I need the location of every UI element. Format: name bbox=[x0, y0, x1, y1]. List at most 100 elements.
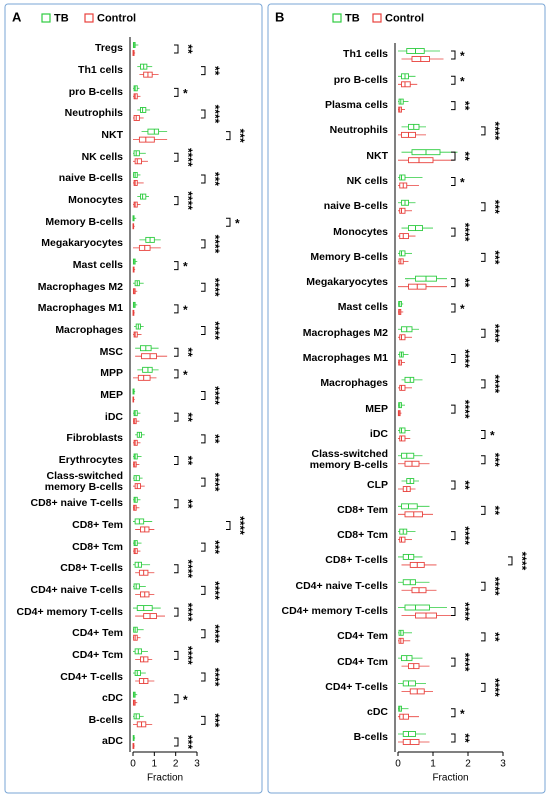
box bbox=[399, 384, 406, 391]
box bbox=[402, 739, 420, 745]
significance-label: * bbox=[183, 693, 188, 707]
bracket bbox=[174, 499, 179, 509]
x-axis-label: Fraction bbox=[432, 773, 468, 784]
bracket bbox=[451, 50, 456, 60]
bracket bbox=[174, 196, 179, 206]
bracket bbox=[451, 176, 456, 186]
significance-label: * bbox=[235, 216, 240, 230]
category-label-box: CD4+ T-cells bbox=[325, 681, 388, 692]
category-label: CD8+ Tem bbox=[72, 518, 123, 531]
bracket bbox=[451, 531, 456, 541]
bracket bbox=[451, 733, 456, 743]
category-label: B-cells bbox=[88, 713, 123, 726]
box bbox=[136, 605, 153, 612]
category-label: Mast cells bbox=[337, 301, 388, 314]
box bbox=[134, 158, 142, 165]
legend-swatch bbox=[84, 13, 94, 23]
category-label-box: pro B-cells bbox=[333, 73, 388, 86]
category-label: CD8+ Tem bbox=[337, 503, 388, 516]
category-label: CD8+ T-cells bbox=[325, 554, 388, 567]
significance-label: **** bbox=[233, 516, 247, 535]
x-tick-label: 2 bbox=[465, 759, 471, 770]
significance-label: **** bbox=[208, 321, 222, 340]
x-axis-label: Fraction bbox=[147, 773, 183, 784]
significance-label: * bbox=[490, 429, 495, 443]
category-label-box: CD8+ T-cells bbox=[325, 554, 388, 567]
category-label-box: Th1 cells bbox=[343, 49, 388, 60]
category-label: Macrophages M2 bbox=[302, 326, 388, 339]
category-label-box: MEP bbox=[100, 389, 123, 400]
significance-label: ** bbox=[458, 101, 472, 111]
box bbox=[404, 604, 430, 611]
bracket bbox=[481, 581, 486, 591]
category-label: Fibroblasts bbox=[66, 432, 123, 445]
box bbox=[401, 503, 418, 510]
box bbox=[142, 366, 153, 373]
category-label-box: CLP bbox=[367, 479, 388, 490]
bracket bbox=[508, 556, 513, 566]
box bbox=[133, 453, 138, 460]
category-label-box: CD4+ T-cells bbox=[60, 670, 123, 683]
category-label-box: naive B-cells bbox=[324, 201, 388, 212]
category-label-box: Memory B-cells bbox=[45, 216, 123, 227]
significance-label: ** bbox=[208, 66, 222, 76]
bracket bbox=[451, 708, 456, 718]
category-label: Neutrophils bbox=[64, 107, 123, 120]
category-label: pro B-cells bbox=[333, 73, 388, 86]
box bbox=[399, 233, 409, 240]
category-label-box: B-cells bbox=[88, 713, 123, 726]
category-label-box: Neutrophils bbox=[64, 107, 123, 120]
x-tick-label: 0 bbox=[130, 759, 136, 770]
bracket bbox=[174, 87, 179, 97]
panel-frame bbox=[4, 3, 263, 794]
significance-label: ** bbox=[488, 632, 502, 642]
bracket bbox=[226, 131, 231, 141]
significance-label: **** bbox=[458, 653, 472, 672]
significance-label: **** bbox=[458, 349, 472, 368]
box bbox=[140, 656, 149, 663]
legend-label: Control bbox=[97, 12, 136, 24]
bracket bbox=[451, 75, 456, 85]
bracket bbox=[201, 326, 206, 336]
category-label-box: NK cells bbox=[82, 151, 123, 162]
box bbox=[404, 376, 415, 383]
box bbox=[399, 250, 406, 257]
category-label-box: CD8+ T-cells bbox=[60, 563, 123, 574]
bracket bbox=[174, 694, 179, 704]
bracket bbox=[451, 278, 456, 288]
category-label: CD4+ T-cells bbox=[60, 670, 123, 683]
box bbox=[133, 548, 138, 555]
significance-label: **** bbox=[458, 526, 472, 545]
category-label-box: CD8+ Tem bbox=[337, 503, 388, 516]
box bbox=[133, 540, 138, 547]
box bbox=[137, 374, 151, 381]
bracket bbox=[481, 126, 486, 136]
x-tick-label: 1 bbox=[430, 759, 436, 770]
box bbox=[133, 713, 140, 720]
category-label-box: aDC bbox=[102, 736, 123, 747]
bracket bbox=[481, 682, 486, 692]
category-label-box: CD4+ naive T-cells bbox=[295, 579, 388, 592]
significance-label: **** bbox=[208, 581, 222, 600]
significance-label: **** bbox=[515, 552, 529, 571]
category-label: CD4+ Tcm bbox=[72, 648, 123, 661]
category-label: Plasma cells bbox=[324, 99, 388, 112]
category-label: Memory B-cells bbox=[310, 250, 388, 263]
bracket bbox=[174, 455, 179, 465]
bracket bbox=[201, 239, 206, 249]
significance-label: ** bbox=[458, 278, 472, 288]
category-label: Macrophages bbox=[320, 377, 388, 390]
category-label: CD8+ Tcm bbox=[337, 529, 388, 542]
box bbox=[133, 150, 140, 157]
significance-label: ** bbox=[458, 152, 472, 162]
category-label: CD4+ naive T-cells bbox=[295, 579, 388, 592]
category-label-box: MPP bbox=[100, 368, 123, 379]
box bbox=[133, 93, 138, 100]
significance-label: *** bbox=[208, 713, 222, 727]
bracket bbox=[174, 152, 179, 162]
category-label-box: CD4+ Tcm bbox=[72, 648, 123, 661]
category-label: Macrophages M1 bbox=[37, 302, 123, 315]
bracket bbox=[174, 412, 179, 422]
significance-label: *** bbox=[488, 250, 502, 264]
significance-label: **** bbox=[208, 278, 222, 297]
